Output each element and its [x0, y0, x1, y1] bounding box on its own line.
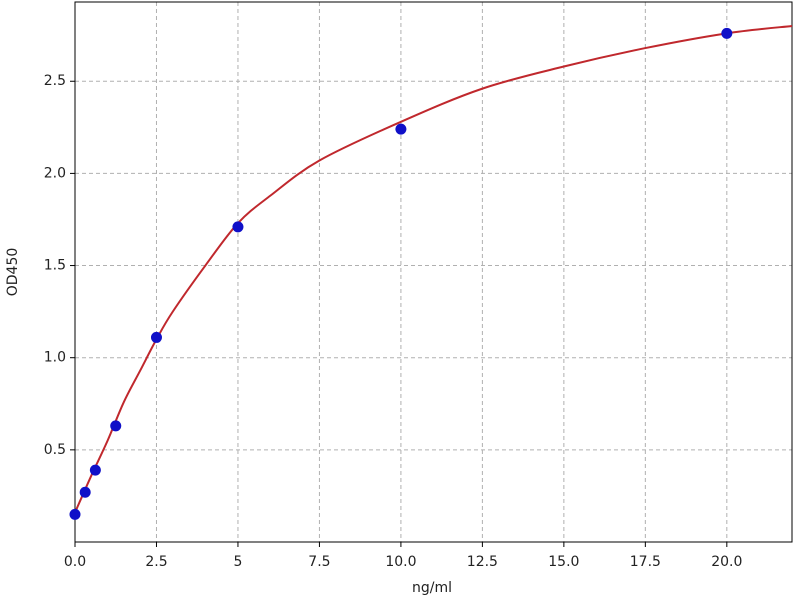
data-point — [395, 123, 407, 135]
data-point — [721, 27, 733, 39]
x-axis-label: ng/ml — [412, 580, 452, 596]
data-point — [69, 508, 81, 520]
x-tick-label: 15.0 — [548, 554, 579, 570]
x-tick-label: 17.5 — [630, 554, 661, 570]
y-tick-label: 2.0 — [44, 165, 66, 181]
x-tick-label: 10.0 — [385, 554, 416, 570]
x-tick-label: 2.5 — [145, 554, 167, 570]
y-axis-label: OD450 — [5, 248, 21, 297]
data-point — [79, 486, 91, 498]
y-tick-label: 2.5 — [44, 73, 66, 89]
data-point — [110, 420, 122, 432]
x-tick-label: 5 — [233, 554, 242, 570]
x-tick-label: 12.5 — [467, 554, 498, 570]
fit-curve — [74, 24, 793, 513]
data-point — [89, 464, 101, 476]
x-tick-label: 0.0 — [64, 554, 86, 570]
data-point — [232, 221, 244, 233]
y-tick-label: 0.5 — [44, 442, 66, 458]
y-tick-label: 1.5 — [44, 258, 66, 274]
y-tick-label: 1.0 — [44, 350, 66, 366]
data-point — [150, 331, 162, 343]
x-tick-label: 7.5 — [308, 554, 330, 570]
plot-frame — [74, 1, 793, 543]
x-tick-label: 20.0 — [711, 554, 742, 570]
